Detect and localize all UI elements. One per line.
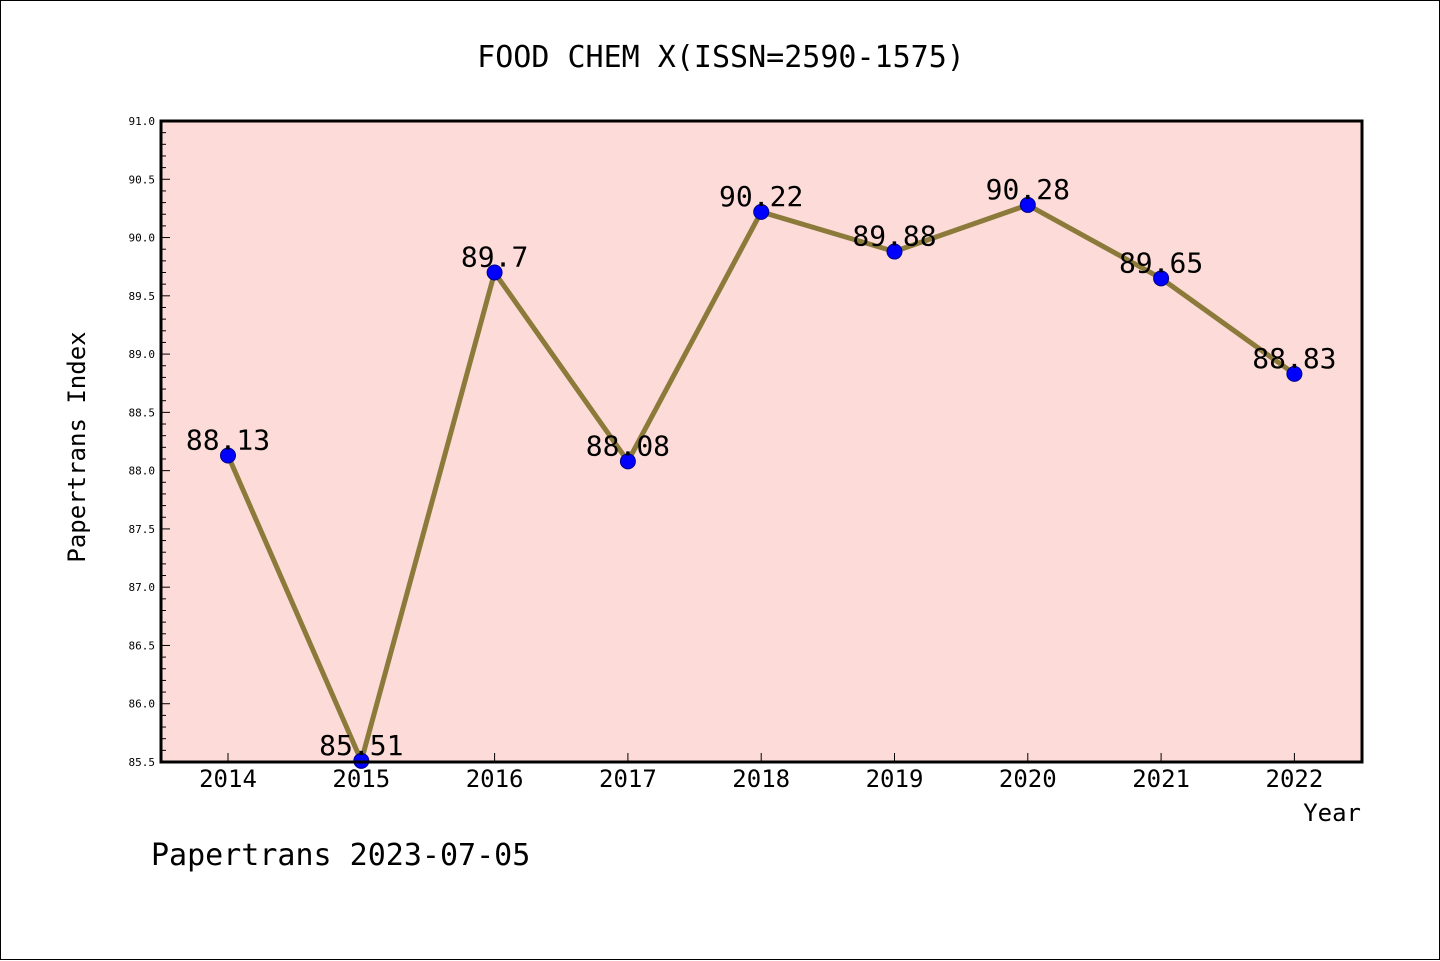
data-label: 89.65 [1119,246,1203,279]
y-tick-label: 85.5 [129,756,156,769]
y-axis: 85.5 86.0 86.5 87.0 87.5 88.0 88.5 89.0 89.5 90.0… [129,115,170,769]
y-tick-label: 87.5 [129,523,156,536]
x-axis: 2014 2015 2016 2017 2018 2019 2020 2021 2022 [199,753,1323,793]
x-tick-label: 2017 [599,765,657,793]
y-axis-label: Papertrans Index [63,331,91,562]
data-point [1153,270,1170,287]
data-label-layer: 88.13 85.51 89.7 88.08 90.22 89.88 90.28 89.65 8… [186,173,1337,762]
y-tick-label: 90.5 [129,173,156,186]
y-tick-label: 89.0 [129,348,156,361]
data-point [886,243,903,260]
y-tick-label: 86.5 [129,639,156,652]
data-label: 88.08 [586,429,670,462]
data-point [619,453,636,470]
x-tick-label: 2018 [732,765,790,793]
x-tick-label: 2020 [999,765,1057,793]
footer-stamp: Papertrans 2023-07-05 [151,838,530,873]
plot-border [159,119,1364,764]
data-point [486,264,503,281]
x-tick-label: 2016 [466,765,524,793]
data-label: 90.28 [986,173,1070,206]
y-tick-label: 86.0 [129,698,156,711]
data-label: 88.83 [1252,342,1336,375]
y-tick-label: 88.0 [129,465,156,478]
data-point [220,447,236,464]
data-label: 89.7 [461,241,528,274]
x-axis-label: Year [1303,799,1361,827]
data-point [753,203,770,220]
y-tick-label: 89.5 [129,290,156,303]
x-tick-label: 2021 [1132,765,1190,793]
data-label: 88.13 [186,423,270,456]
plot-area [161,121,1362,762]
y-tick-label: 88.5 [129,406,156,419]
y-tick-label: 87.0 [129,581,156,594]
data-label: 85.51 [319,729,403,762]
x-tick-label: 2019 [866,765,924,793]
y-tick-label: 91.0 [129,115,156,128]
data-label: 89.88 [852,220,936,253]
y-tick-label: 90.0 [129,232,156,245]
chart-title: FOOD CHEM X(ISSN=2590-1575) [477,40,965,75]
data-point [1019,196,1036,213]
x-tick-label: 2022 [1266,765,1324,793]
x-tick-label: 2015 [332,765,390,793]
data-point [1286,365,1303,382]
x-tick-label: 2014 [199,765,257,793]
data-label: 90.22 [719,180,803,213]
